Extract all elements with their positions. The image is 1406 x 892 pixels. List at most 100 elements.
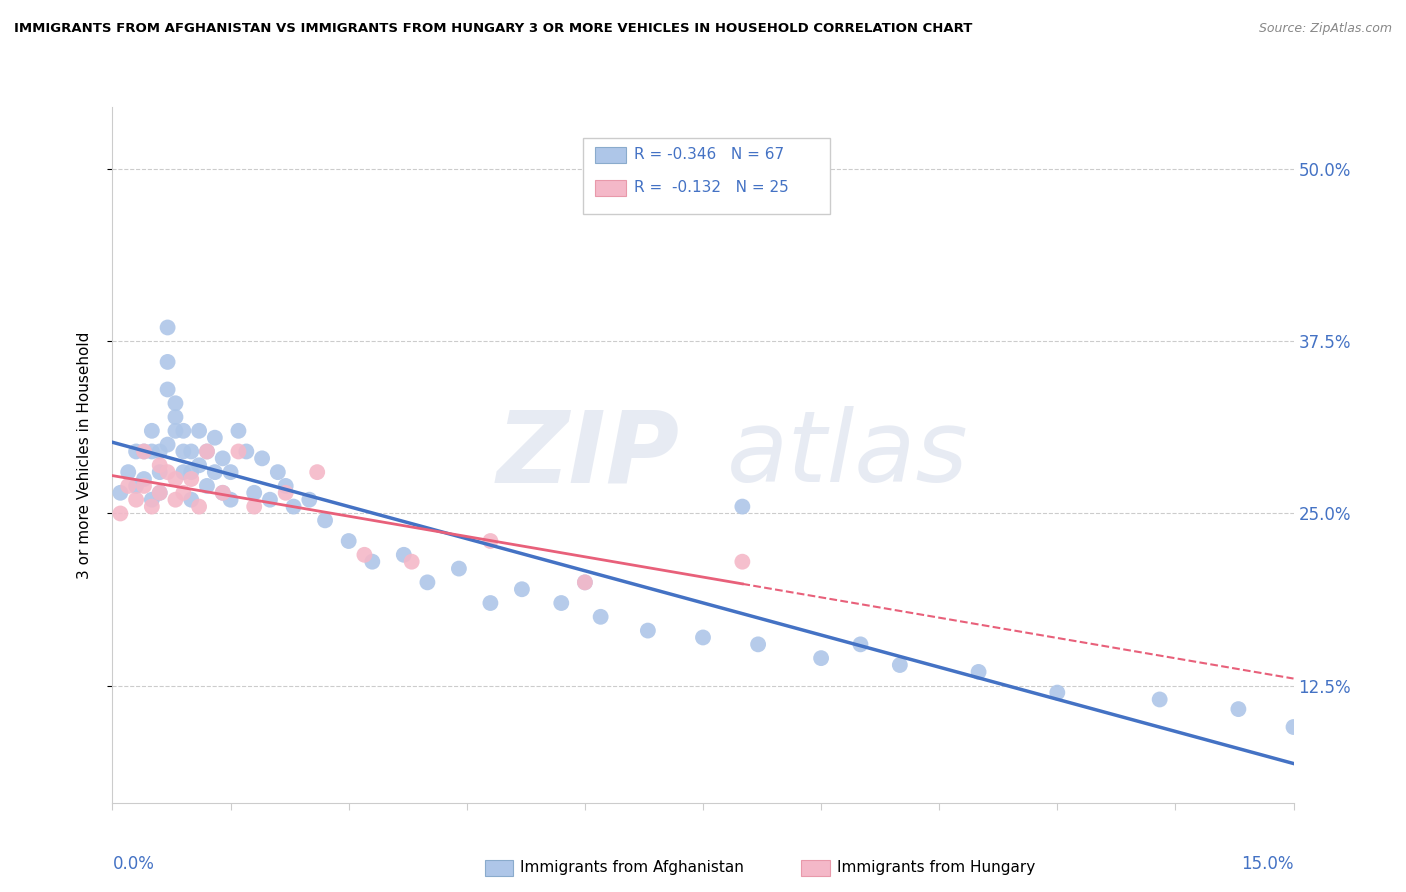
Point bbox=[574, 575, 596, 590]
Point bbox=[219, 492, 242, 507]
Point bbox=[125, 492, 148, 507]
Point bbox=[589, 609, 612, 624]
Point bbox=[211, 485, 233, 500]
Point bbox=[156, 320, 179, 334]
Point bbox=[156, 465, 179, 479]
Point bbox=[141, 500, 163, 514]
Point bbox=[510, 582, 533, 597]
Point bbox=[731, 500, 754, 514]
Point bbox=[172, 424, 194, 438]
Point bbox=[141, 492, 163, 507]
Text: R = -0.346   N = 67: R = -0.346 N = 67 bbox=[634, 147, 785, 161]
Point bbox=[416, 575, 439, 590]
Point bbox=[1227, 702, 1250, 716]
Point bbox=[259, 492, 281, 507]
Point bbox=[447, 561, 470, 575]
Text: 15.0%: 15.0% bbox=[1241, 855, 1294, 873]
Point bbox=[219, 465, 242, 479]
Y-axis label: 3 or more Vehicles in Household: 3 or more Vehicles in Household bbox=[77, 331, 91, 579]
Point bbox=[125, 444, 148, 458]
Point bbox=[283, 500, 305, 514]
Text: Immigrants from Afghanistan: Immigrants from Afghanistan bbox=[520, 861, 744, 875]
Point bbox=[172, 485, 194, 500]
Point bbox=[361, 555, 384, 569]
Point bbox=[156, 437, 179, 451]
Point bbox=[298, 492, 321, 507]
Point bbox=[637, 624, 659, 638]
Point bbox=[149, 458, 172, 473]
Point bbox=[307, 465, 329, 479]
Point bbox=[692, 631, 714, 645]
Point bbox=[337, 534, 360, 549]
Point bbox=[849, 637, 872, 651]
Point bbox=[165, 424, 187, 438]
Point bbox=[132, 444, 155, 458]
Point bbox=[165, 492, 187, 507]
Point bbox=[392, 548, 415, 562]
Point bbox=[117, 479, 139, 493]
Point bbox=[188, 424, 211, 438]
Text: Source: ZipAtlas.com: Source: ZipAtlas.com bbox=[1258, 22, 1392, 36]
Point bbox=[889, 658, 911, 673]
Point bbox=[141, 424, 163, 438]
Point bbox=[149, 465, 172, 479]
Point bbox=[731, 555, 754, 569]
Point bbox=[165, 396, 187, 410]
Point bbox=[165, 472, 187, 486]
Text: 0.0%: 0.0% bbox=[112, 855, 155, 873]
Text: ZIP: ZIP bbox=[496, 407, 679, 503]
Point bbox=[149, 444, 172, 458]
Point bbox=[250, 451, 273, 466]
Text: IMMIGRANTS FROM AFGHANISTAN VS IMMIGRANTS FROM HUNGARY 3 OR MORE VEHICLES IN HOU: IMMIGRANTS FROM AFGHANISTAN VS IMMIGRANT… bbox=[14, 22, 973, 36]
Point bbox=[195, 479, 218, 493]
Point bbox=[353, 548, 375, 562]
Point bbox=[479, 596, 502, 610]
Point bbox=[211, 485, 233, 500]
Point bbox=[314, 513, 336, 527]
Point bbox=[132, 472, 155, 486]
Point bbox=[267, 465, 290, 479]
Point bbox=[243, 485, 266, 500]
Point bbox=[110, 507, 132, 521]
Text: R =  -0.132   N = 25: R = -0.132 N = 25 bbox=[634, 180, 789, 194]
Point bbox=[550, 596, 572, 610]
Point bbox=[117, 465, 139, 479]
Text: Immigrants from Hungary: Immigrants from Hungary bbox=[837, 861, 1035, 875]
Point bbox=[149, 485, 172, 500]
Point bbox=[1282, 720, 1305, 734]
Point bbox=[188, 458, 211, 473]
Point bbox=[479, 534, 502, 549]
Point bbox=[180, 465, 202, 479]
Point bbox=[204, 465, 226, 479]
Point bbox=[195, 444, 218, 458]
Point bbox=[204, 431, 226, 445]
Point bbox=[574, 575, 596, 590]
Point bbox=[132, 444, 155, 458]
Point bbox=[1149, 692, 1171, 706]
Point bbox=[188, 500, 211, 514]
Point bbox=[132, 479, 155, 493]
Point bbox=[156, 355, 179, 369]
Point bbox=[172, 465, 194, 479]
Point bbox=[156, 383, 179, 397]
Point bbox=[401, 555, 423, 569]
Point bbox=[274, 485, 297, 500]
Point bbox=[172, 444, 194, 458]
Point bbox=[747, 637, 769, 651]
Point bbox=[165, 410, 187, 425]
Point bbox=[228, 444, 250, 458]
Point bbox=[141, 444, 163, 458]
Point bbox=[149, 485, 172, 500]
Point bbox=[243, 500, 266, 514]
Point bbox=[228, 424, 250, 438]
Point bbox=[810, 651, 832, 665]
Point bbox=[235, 444, 257, 458]
Point bbox=[180, 472, 202, 486]
Point bbox=[125, 479, 148, 493]
Point bbox=[110, 485, 132, 500]
Point bbox=[1046, 685, 1069, 699]
Point bbox=[274, 479, 297, 493]
Point bbox=[967, 665, 990, 679]
Point bbox=[180, 492, 202, 507]
Point bbox=[180, 444, 202, 458]
